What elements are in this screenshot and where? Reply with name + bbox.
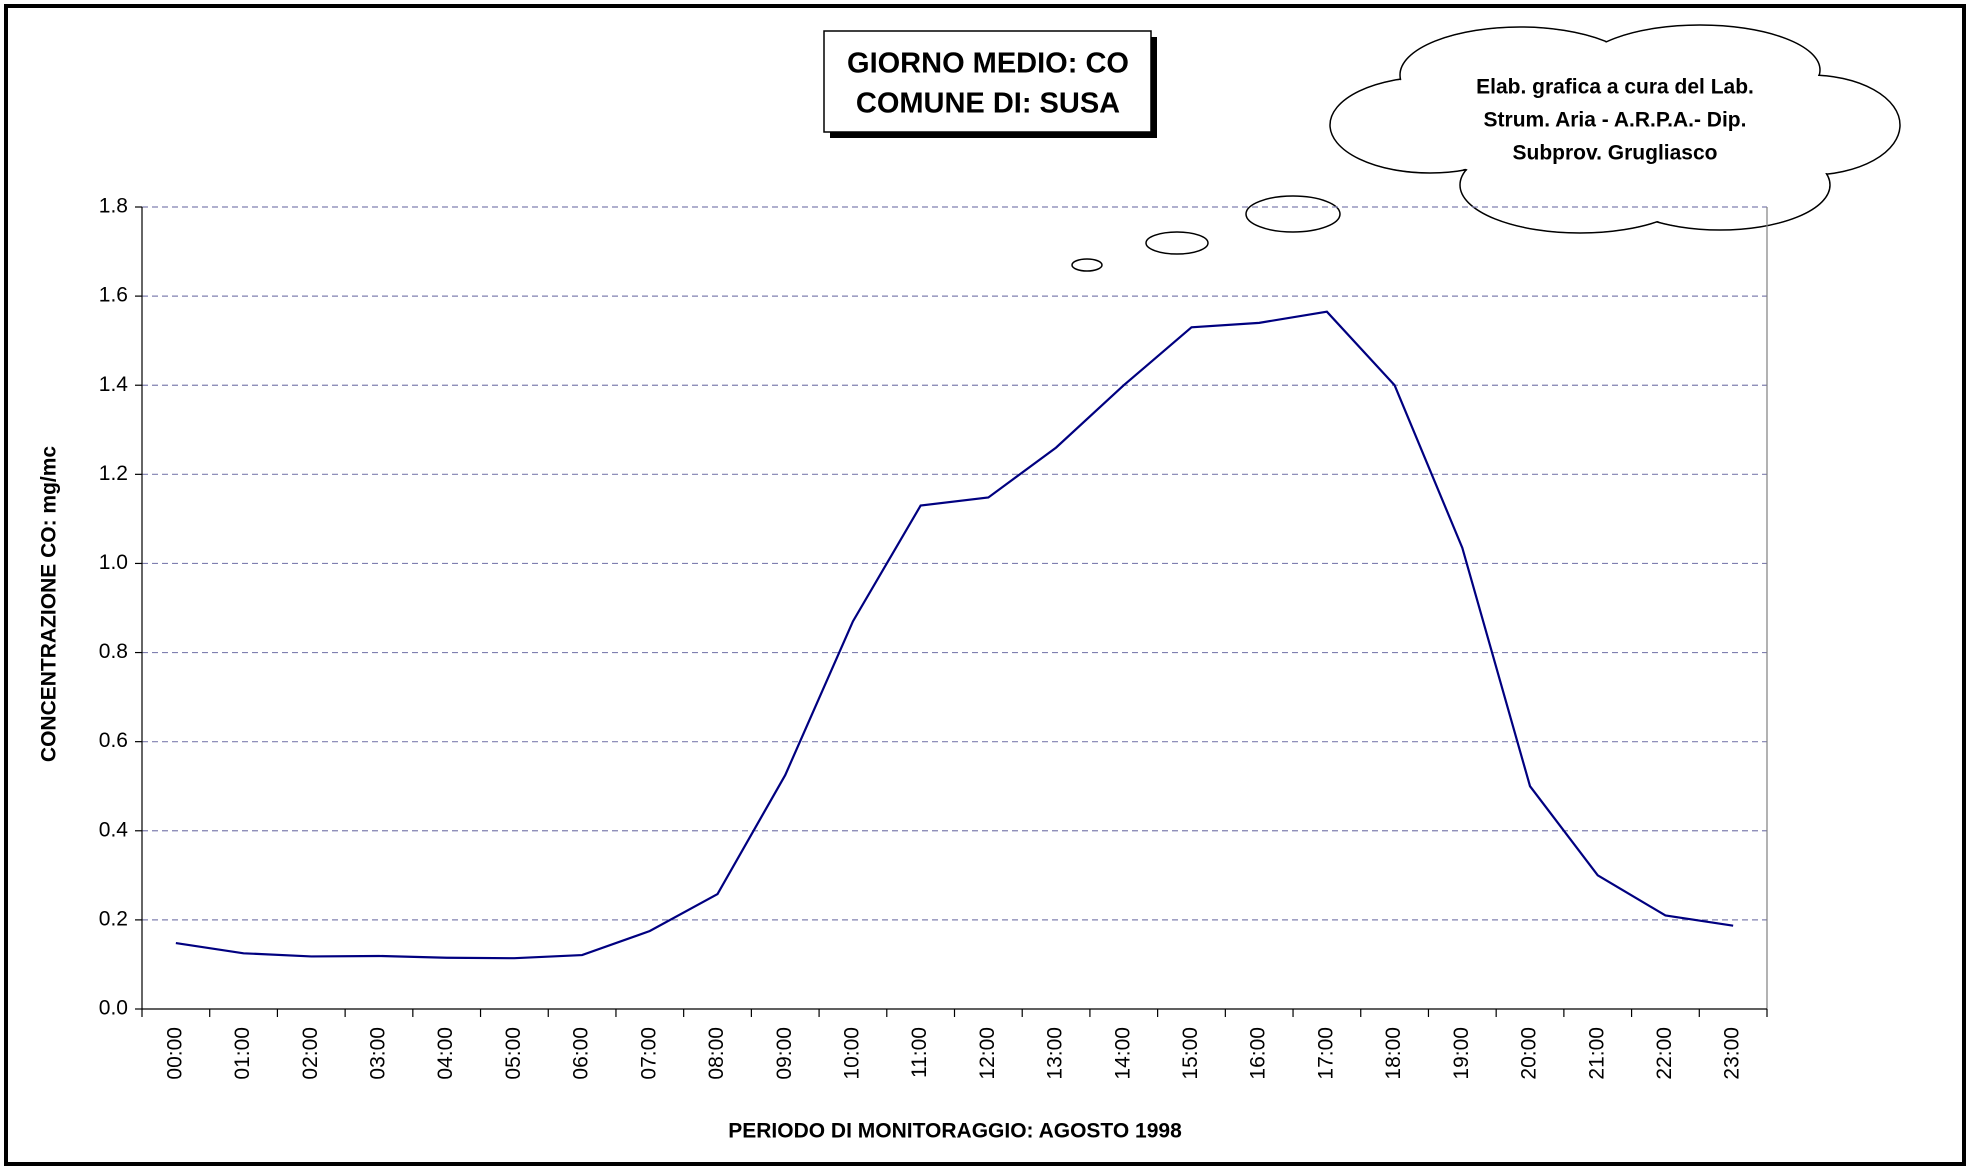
x-tick-label: 18:00 <box>1382 1027 1405 1080</box>
x-tick-label: 16:00 <box>1247 1027 1270 1080</box>
x-tick-label: 11:00 <box>908 1027 931 1078</box>
x-axis-title: PERIODO DI MONITORAGGIO: AGOSTO 1998 <box>728 1120 1182 1143</box>
x-tick-label: 05:00 <box>502 1027 525 1080</box>
x-tick-label: 06:00 <box>570 1027 593 1080</box>
y-tick-label: 1.6 <box>99 284 128 307</box>
x-tick-label: 09:00 <box>773 1027 796 1080</box>
x-tick-label: 13:00 <box>1044 1027 1067 1080</box>
chart: GIORNO MEDIO: CO COMUNE DI: SUSA Elab. g… <box>0 0 1972 1172</box>
chart-title: GIORNO MEDIO: CO <box>847 48 1129 80</box>
x-tick-label: 14:00 <box>1111 1027 1134 1080</box>
y-tick-label: 1.8 <box>99 195 128 218</box>
y-tick-label: 0.6 <box>99 729 128 752</box>
x-tick-label: 01:00 <box>231 1027 254 1080</box>
y-tick-label: 0.8 <box>99 640 128 663</box>
x-tick-label: 19:00 <box>1450 1027 1473 1080</box>
x-tick-label: 02:00 <box>299 1027 322 1080</box>
y-tick-label: 0.4 <box>99 818 129 841</box>
chart-subtitle: COMUNE DI: SUSA <box>856 88 1120 120</box>
x-tick-label: 03:00 <box>367 1027 390 1080</box>
x-tick-label: 20:00 <box>1518 1027 1541 1080</box>
x-tick-label: 04:00 <box>434 1027 457 1080</box>
x-tick-label: 15:00 <box>1179 1027 1202 1080</box>
x-tick-label: 22:00 <box>1653 1027 1676 1080</box>
y-tick-label: 0.0 <box>99 997 128 1020</box>
x-tick-label: 07:00 <box>637 1027 660 1080</box>
annotation: Subprov. Grugliasco <box>1513 142 1718 165</box>
annotation: Strum. Aria - A.R.P.A.- Dip. <box>1484 109 1747 132</box>
y-axis-title: CONCENTRAZIONE CO: mg/mc <box>38 446 61 763</box>
x-tick-label: 08:00 <box>705 1027 728 1080</box>
x-tick-label: 12:00 <box>976 1027 999 1080</box>
annotation: Elab. grafica a cura del Lab. <box>1476 76 1754 99</box>
y-tick-label: 1.4 <box>99 373 129 396</box>
x-tick-label: 21:00 <box>1585 1027 1608 1080</box>
y-tick-label: 0.2 <box>99 907 128 930</box>
x-tick-label: 10:00 <box>840 1027 863 1080</box>
y-tick-label: 1.2 <box>99 462 128 485</box>
x-tick-label: 23:00 <box>1721 1027 1744 1080</box>
x-tick-label: 00:00 <box>163 1027 186 1080</box>
y-tick-label: 1.0 <box>99 551 128 574</box>
x-tick-label: 17:00 <box>1314 1027 1337 1080</box>
